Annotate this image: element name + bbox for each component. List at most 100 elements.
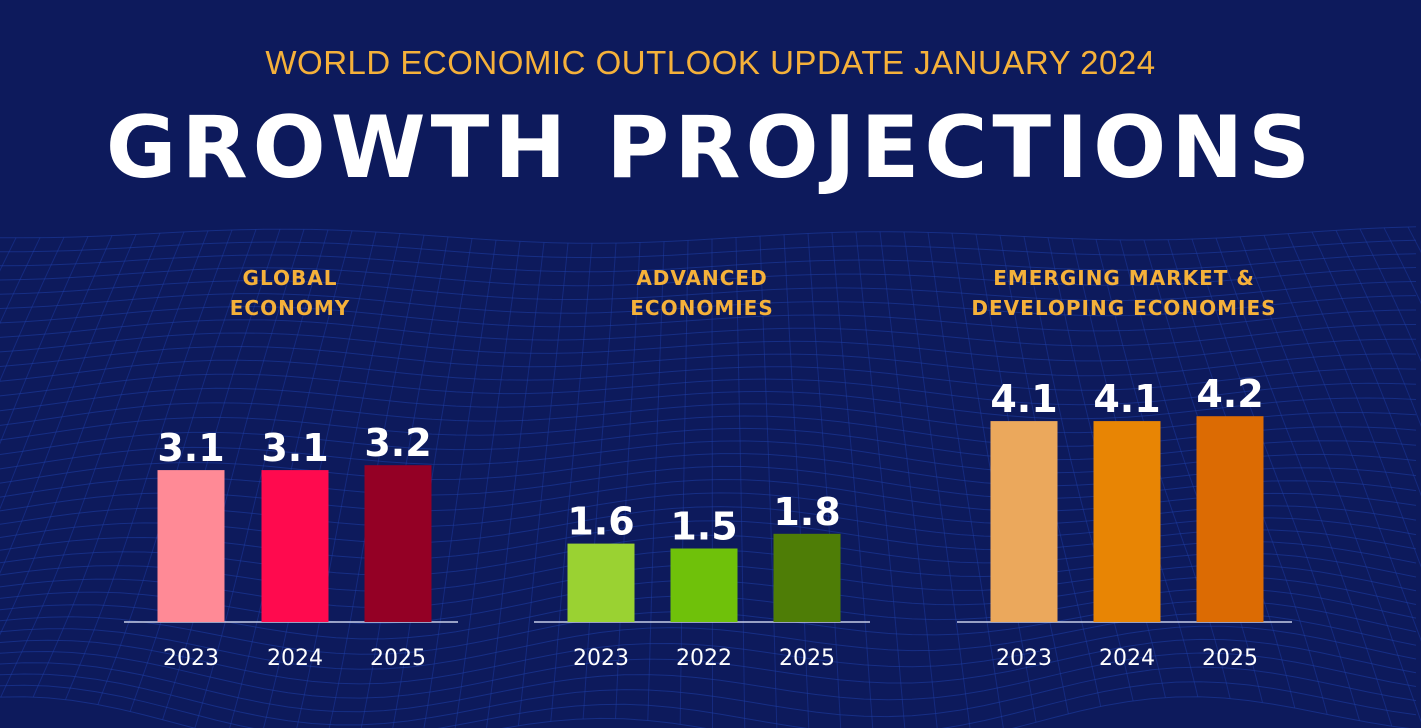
mesh-line bbox=[0, 226, 1417, 244]
mesh-line bbox=[903, 231, 971, 728]
tick-label-global-2024: 2024 bbox=[267, 646, 323, 671]
mesh-line bbox=[783, 234, 810, 728]
tick-label-advanced-2025: 2025 bbox=[779, 646, 835, 671]
bar-global-2023 bbox=[157, 470, 225, 622]
mesh-line bbox=[1263, 235, 1421, 642]
mesh-line bbox=[1287, 233, 1421, 568]
mesh-line bbox=[0, 402, 1417, 434]
bar-emerging-2025 bbox=[1196, 416, 1264, 622]
mesh-line bbox=[0, 239, 1417, 259]
mesh-line bbox=[517, 243, 569, 726]
data-label-global-2024: 3.1 bbox=[261, 426, 328, 470]
tick-label-emerging-2024: 2024 bbox=[1099, 646, 1155, 671]
mesh-line bbox=[0, 359, 1417, 391]
data-label-emerging-2024: 4.1 bbox=[1093, 377, 1160, 421]
mesh-line bbox=[0, 231, 185, 698]
mesh-line bbox=[0, 666, 1417, 726]
mesh-line bbox=[0, 478, 1417, 512]
mesh-line bbox=[1335, 230, 1421, 427]
bar-global-2025 bbox=[364, 465, 432, 622]
mesh-line bbox=[65, 229, 233, 700]
mesh-line bbox=[162, 229, 305, 720]
bar-emerging-2023 bbox=[990, 421, 1058, 622]
mesh-line bbox=[0, 236, 89, 445]
mesh-line bbox=[1239, 236, 1421, 723]
mesh-line bbox=[0, 237, 65, 382]
mesh-line bbox=[0, 253, 1417, 273]
panel-title-emerging: EMERGING MARKET & DEVELOPING ECONOMIES bbox=[971, 266, 1277, 320]
page-title: GROWTH PROJECTIONS bbox=[105, 98, 1316, 198]
mesh-line bbox=[0, 465, 1417, 500]
mesh-line bbox=[1215, 237, 1393, 727]
mesh-line bbox=[0, 387, 1417, 420]
mesh-line bbox=[855, 231, 906, 728]
mesh-line bbox=[0, 652, 1417, 713]
tick-label-advanced-2022: 2022 bbox=[676, 646, 732, 671]
mesh-line bbox=[423, 240, 497, 728]
bar-advanced-2025 bbox=[773, 533, 841, 622]
mesh-line bbox=[0, 345, 1417, 377]
mesh-line bbox=[454, 241, 521, 728]
mesh-line bbox=[0, 234, 137, 575]
mesh-line bbox=[0, 319, 1417, 347]
mesh-line bbox=[0, 267, 1417, 287]
data-label-advanced-2023: 1.6 bbox=[567, 500, 634, 544]
tick-label-global-2025: 2025 bbox=[370, 646, 426, 671]
mesh-line bbox=[582, 243, 617, 719]
mesh-line bbox=[927, 232, 1004, 728]
mesh-line bbox=[1359, 228, 1421, 363]
mesh-line bbox=[0, 696, 1410, 728]
tick-label-advanced-2023: 2023 bbox=[573, 646, 629, 671]
report-subtitle: WORLD ECONOMIC OUTLOOK UPDATE JANUARY 20… bbox=[265, 44, 1156, 81]
mesh-line bbox=[0, 612, 1417, 670]
mesh-line bbox=[486, 242, 545, 728]
tick-label-global-2023: 2023 bbox=[163, 646, 219, 671]
data-label-advanced-2025: 1.8 bbox=[773, 490, 840, 534]
mesh-line bbox=[0, 415, 1417, 447]
mesh-line bbox=[1311, 231, 1421, 497]
mesh-line bbox=[32, 230, 209, 698]
mesh-line bbox=[0, 681, 1417, 728]
mesh-line bbox=[0, 280, 1417, 302]
data-label-advanced-2022: 1.5 bbox=[670, 505, 737, 549]
mesh-line bbox=[807, 233, 842, 728]
mesh-line bbox=[615, 242, 641, 719]
mesh-line bbox=[647, 241, 665, 721]
mesh-line bbox=[0, 534, 1417, 576]
mesh-line bbox=[711, 239, 713, 728]
bar-advanced-2022 bbox=[670, 548, 738, 622]
mesh-line bbox=[296, 233, 401, 728]
panel-title-advanced: ADVANCED ECONOMIES bbox=[630, 266, 774, 320]
data-label-global-2023: 3.1 bbox=[157, 426, 224, 470]
tick-label-emerging-2023: 2023 bbox=[996, 646, 1052, 671]
mesh-line bbox=[0, 440, 1417, 474]
panel-title-global: GLOBAL ECONOMY bbox=[229, 266, 351, 320]
mesh-line bbox=[0, 427, 1417, 461]
mesh-line bbox=[0, 492, 1417, 528]
mesh-line bbox=[0, 293, 1417, 317]
data-label-emerging-2023: 4.1 bbox=[990, 377, 1057, 421]
mesh-line bbox=[1023, 236, 1134, 702]
data-label-global-2025: 3.2 bbox=[364, 421, 431, 465]
mesh-line bbox=[879, 231, 938, 728]
mesh-line bbox=[0, 332, 1416, 362]
mesh-line bbox=[679, 240, 689, 725]
mesh-line bbox=[0, 232, 161, 636]
mesh-line bbox=[550, 243, 593, 722]
mesh-line bbox=[0, 638, 1417, 699]
mesh-line bbox=[0, 625, 1417, 685]
mesh-line bbox=[0, 506, 1417, 544]
data-label-emerging-2025: 4.2 bbox=[1196, 372, 1263, 416]
mesh-line bbox=[831, 232, 874, 728]
mesh-line bbox=[735, 237, 746, 728]
bar-emerging-2024 bbox=[1093, 421, 1161, 622]
mesh-line bbox=[0, 453, 1417, 487]
mesh-line bbox=[0, 373, 1417, 406]
bar-global-2024 bbox=[261, 470, 329, 622]
mesh-line bbox=[0, 306, 1417, 332]
mesh-line bbox=[0, 520, 1417, 560]
mesh-line bbox=[1191, 238, 1360, 721]
mesh-line bbox=[0, 235, 113, 510]
